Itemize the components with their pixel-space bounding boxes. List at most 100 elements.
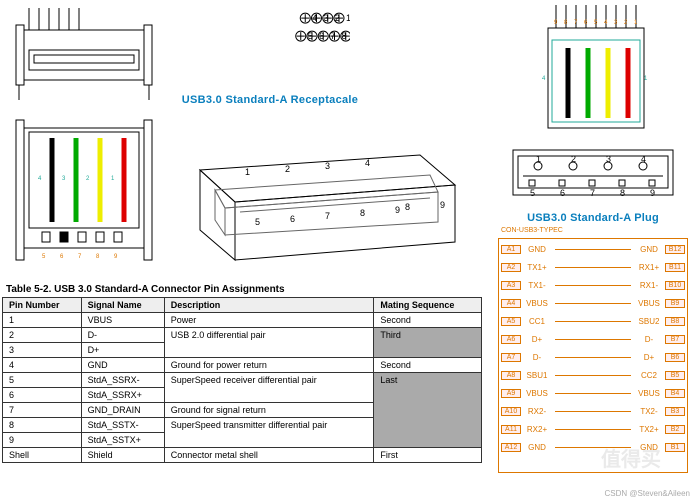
- typec-row: A11 RX2+ TX2+ B2: [499, 425, 687, 434]
- typec-row: A9 VBUS VBUS B4: [499, 389, 687, 398]
- typec-sig-right: TX2+: [633, 425, 665, 434]
- typec-sig-right: TX2-: [633, 407, 665, 416]
- typec-pin-right: B9: [665, 299, 685, 308]
- svg-text:1: 1: [634, 20, 638, 26]
- plug-title: USB3.0 Standard-A Plug: [494, 212, 692, 224]
- svg-text:4: 4: [542, 76, 546, 82]
- svg-text:2: 2: [571, 154, 576, 164]
- signal-name-cell: D-: [81, 328, 164, 343]
- svg-text:3: 3: [606, 154, 611, 164]
- svg-text:2: 2: [624, 20, 628, 26]
- typec-pin-left: A9: [501, 389, 521, 398]
- typec-pin-left: A7: [501, 353, 521, 362]
- typec-row: A5 CC1 SBU2 B8: [499, 317, 687, 326]
- description-cell: USB 2.0 differential pair: [164, 328, 374, 358]
- typec-pin-left: A10: [501, 407, 521, 416]
- typec-sig-right: CC2: [633, 371, 665, 380]
- receptacle-front-wire-view: 4 3 2 1 5 6 7 8 9: [4, 110, 164, 280]
- mating-sequence-cell: Second: [374, 358, 482, 373]
- svg-text:5: 5: [42, 254, 46, 260]
- signal-name-cell: VBUS: [81, 313, 164, 328]
- pin-number-cell: 3: [3, 343, 82, 358]
- svg-text:9: 9: [650, 188, 655, 198]
- pin-number-cell: Shell: [3, 448, 82, 463]
- pin-table-header: Description: [164, 298, 374, 313]
- typec-pin-left: A8: [501, 371, 521, 380]
- svg-text:4: 4: [641, 154, 646, 164]
- mating-sequence-cell: First: [374, 448, 482, 463]
- svg-text:9: 9: [395, 205, 400, 215]
- typec-row: A7 D- D+ B6: [499, 353, 687, 362]
- typec-sig-left: GND: [521, 245, 553, 254]
- svg-text:1: 1: [245, 167, 250, 177]
- pin-number-cell: 4: [3, 358, 82, 373]
- signal-name-cell: StdA_SSRX+: [81, 388, 164, 403]
- typec-row: A6 D+ D- B7: [499, 335, 687, 344]
- typec-sig-right: GND: [633, 245, 665, 254]
- pin-number-cell: 6: [3, 388, 82, 403]
- watermark: 值得买: [601, 443, 661, 472]
- typec-sig-left: D-: [521, 353, 553, 362]
- svg-text:5: 5: [530, 188, 535, 198]
- typec-pin-right: B12: [665, 245, 685, 254]
- svg-text:4: 4: [312, 13, 317, 23]
- typec-sig-left: VBUS: [521, 299, 553, 308]
- svg-text:7: 7: [574, 20, 578, 26]
- signal-name-cell: StdA_SSRX-: [81, 373, 164, 388]
- typec-pin-left: A11: [501, 425, 521, 434]
- plug-face-view: 1234 56789: [508, 140, 678, 210]
- typec-sig-left: RX2+: [521, 425, 553, 434]
- typec-sig-left: VBUS: [521, 389, 553, 398]
- typec-pin-right: B2: [665, 425, 685, 434]
- pin-number-cell: 5: [3, 373, 82, 388]
- mating-sequence-cell: Last: [374, 373, 482, 448]
- typec-sig-left: D+: [521, 335, 553, 344]
- svg-text:1: 1: [346, 13, 350, 23]
- typec-pin-right: B5: [665, 371, 685, 380]
- typec-pin-right: B6: [665, 353, 685, 362]
- typec-pin-left: A4: [501, 299, 521, 308]
- svg-text:2: 2: [335, 13, 340, 23]
- svg-text:9: 9: [554, 20, 558, 26]
- typec-pin-right: B1: [665, 443, 685, 452]
- svg-text:6: 6: [560, 188, 565, 198]
- pin-table-row: 2D-USB 2.0 differential pairThird: [3, 328, 482, 343]
- typec-pin-left: A12: [501, 443, 521, 452]
- description-cell: Connector metal shell: [164, 448, 374, 463]
- typec-pin-left: A5: [501, 317, 521, 326]
- svg-text:5: 5: [594, 20, 598, 26]
- svg-text:4: 4: [604, 20, 608, 26]
- typec-header: CON-USB3-TYPEC: [501, 227, 563, 234]
- svg-text:8: 8: [96, 254, 100, 260]
- pin-number-cell: 7: [3, 403, 82, 418]
- typec-pin-left: A1: [501, 245, 521, 254]
- receptacle-side-view: [4, 0, 164, 110]
- description-cell: SuperSpeed transmitter differential pair: [164, 418, 374, 448]
- description-cell: Ground for signal return: [164, 403, 374, 418]
- svg-text:8: 8: [360, 208, 365, 218]
- plug-top-view: 4 1 987654321: [528, 0, 658, 140]
- description-cell: Ground for power return: [164, 358, 374, 373]
- svg-text:6: 6: [290, 214, 295, 224]
- csdn-credit: CSDN @Steven&Aileen: [605, 489, 691, 498]
- pin-table-row: 1VBUSPowerSecond: [3, 313, 482, 328]
- typec-pin-left: A3: [501, 281, 521, 290]
- typec-row: A4 VBUS VBUS B9: [499, 299, 687, 308]
- pin-number-cell: 8: [3, 418, 82, 433]
- signal-name-cell: GND_DRAIN: [81, 403, 164, 418]
- signal-name-cell: StdA_SSTX-: [81, 418, 164, 433]
- svg-text:6: 6: [584, 20, 588, 26]
- svg-text:3: 3: [325, 161, 330, 171]
- typec-sig-right: VBUS: [633, 389, 665, 398]
- svg-text:1: 1: [536, 154, 541, 164]
- pin-table-row: 5StdA_SSRX-SuperSpeed receiver different…: [3, 373, 482, 388]
- typec-pin-right: B3: [665, 407, 685, 416]
- svg-text:9: 9: [114, 254, 118, 260]
- typec-pin-right: B10: [665, 281, 685, 290]
- typec-pin-right: B8: [665, 317, 685, 326]
- svg-text:4: 4: [365, 158, 370, 168]
- signal-name-cell: StdA_SSTX+: [81, 433, 164, 448]
- pin-table-header: Pin Number: [3, 298, 82, 313]
- pin-assignment-table: Pin NumberSignal NameDescriptionMating S…: [2, 297, 482, 463]
- typec-sig-left: CC1: [521, 317, 553, 326]
